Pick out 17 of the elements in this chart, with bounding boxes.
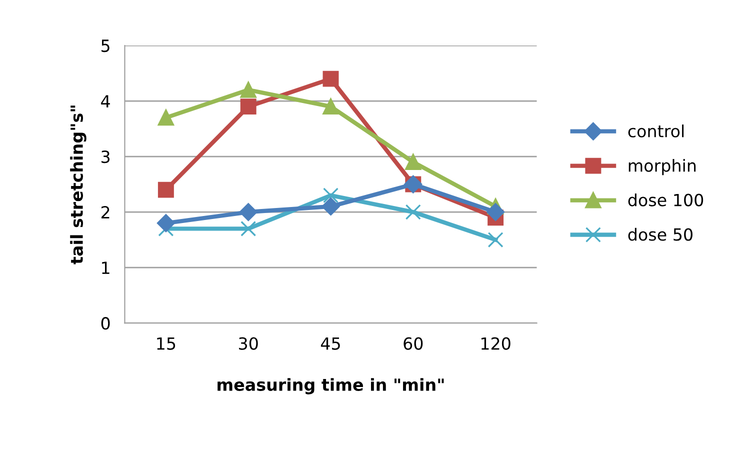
y-tick-label: 1	[102, 262, 110, 274]
y-tick-label: 0	[101, 317, 110, 330]
y-tick-label: 4	[101, 95, 110, 108]
x-axis-title: measuring time in "min"	[218, 378, 444, 394]
y-tick-label: 2	[101, 206, 110, 218]
x-tick-label: 45	[320, 337, 340, 350]
legend-label: dose 50	[628, 228, 692, 241]
legend-label: morphin	[628, 158, 696, 176]
x-tick-label: 15	[157, 337, 176, 350]
legend-label: control	[628, 124, 684, 138]
y-axis-title: tail stretching"s"	[70, 106, 86, 264]
y-tick-label: 5	[102, 40, 110, 52]
legend-label: dose 100	[628, 193, 704, 206]
x-tick-label: 120	[481, 337, 510, 350]
x-tick-label: 30	[239, 337, 258, 350]
x-tick-label: 60	[404, 337, 423, 350]
y-tick-label: 3	[102, 150, 110, 164]
